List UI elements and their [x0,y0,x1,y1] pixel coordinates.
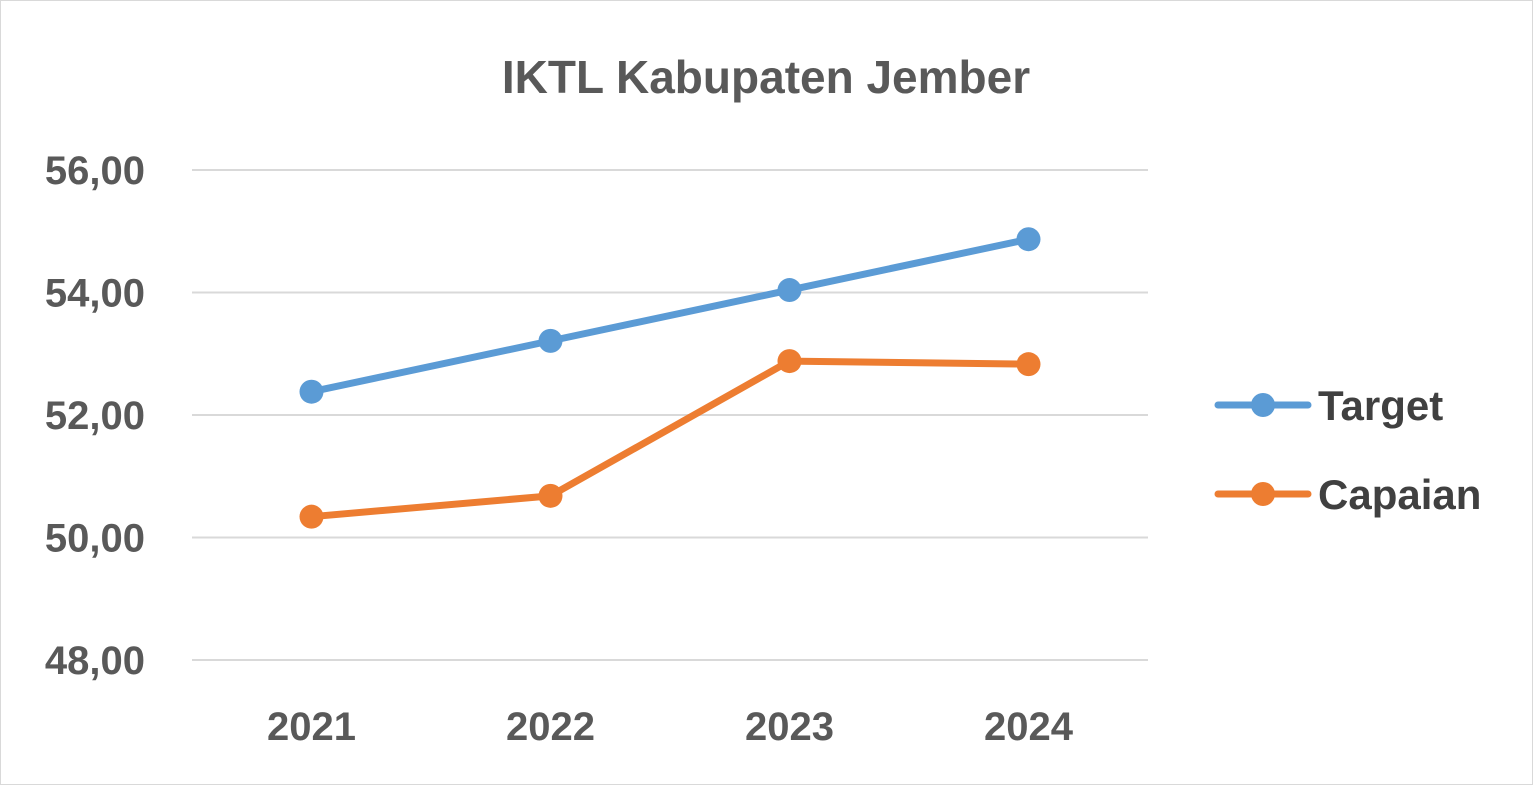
series-line [312,239,1029,392]
legend-marker [1251,482,1275,506]
data-point [539,484,563,508]
y-tick-label: 48,00 [45,639,145,683]
y-tick-label: 56,00 [45,149,145,193]
data-point [300,505,324,529]
series-capaian [300,349,1041,529]
legend: Target Capaian [1218,382,1481,518]
legend-item-target: Target [1218,382,1443,429]
legend-label: Target [1318,382,1443,429]
data-point [1017,227,1041,251]
y-tick-label: 50,00 [45,517,145,561]
x-tick-label: 2022 [506,705,595,749]
x-tick-label: 2024 [984,705,1074,749]
series-target [300,227,1041,404]
data-point [1017,352,1041,376]
y-tick-label: 54,00 [45,272,145,316]
x-tick-label: 2023 [745,705,834,749]
x-axis-ticks: 2021 2022 2023 2024 [267,705,1074,749]
series-lines [300,227,1041,528]
y-tick-label: 52,00 [45,394,145,438]
data-point [778,349,802,373]
y-axis-ticks: 48,00 50,00 52,00 54,00 56,00 [45,149,145,683]
x-tick-label: 2021 [267,705,356,749]
data-point [778,278,802,302]
data-point [300,380,324,404]
chart-title: IKTL Kabupaten Jember [502,51,1030,103]
legend-label: Capaian [1318,471,1481,518]
legend-item-capaian: Capaian [1218,471,1481,518]
data-point [539,329,563,353]
series-line [312,361,1029,517]
legend-marker [1251,393,1275,417]
